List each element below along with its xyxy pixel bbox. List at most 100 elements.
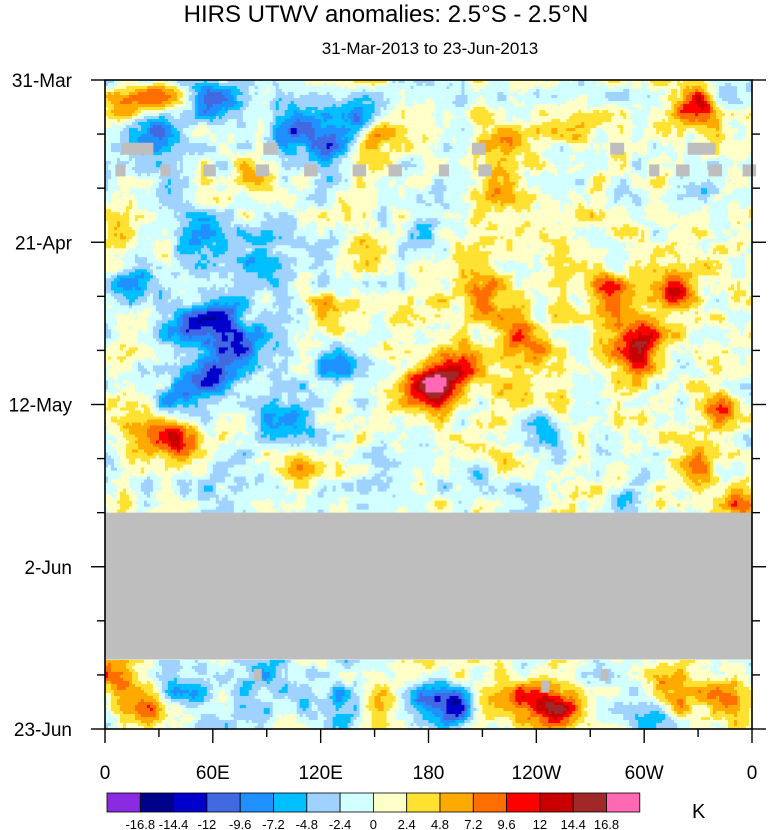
field-cell — [497, 314, 501, 318]
field-cell — [443, 131, 475, 135]
field-cell — [521, 128, 525, 132]
field-cell — [473, 80, 484, 84]
field-cell — [356, 176, 364, 180]
field-cell — [674, 227, 693, 231]
field-cell — [686, 134, 696, 138]
field-cell — [473, 341, 495, 345]
field-cell — [182, 278, 187, 282]
field-cell — [119, 236, 127, 240]
field-cell — [344, 239, 355, 243]
field-cell — [470, 104, 490, 108]
field-cell — [641, 266, 645, 270]
field-cell — [377, 257, 382, 261]
field-cell — [704, 98, 708, 102]
field-cell — [167, 287, 172, 291]
field-cell — [671, 269, 678, 273]
field-cell — [320, 152, 331, 156]
field-cell — [431, 113, 445, 117]
field-cell — [728, 320, 750, 324]
field-cell — [659, 329, 672, 333]
field-cell — [713, 146, 720, 150]
field-cell — [497, 176, 504, 180]
field-cell — [368, 128, 373, 132]
field-cell — [698, 275, 732, 279]
field-cell — [119, 335, 139, 339]
field-cell — [362, 269, 367, 273]
field-cell — [119, 194, 124, 198]
field-cell — [200, 341, 205, 345]
field-cell — [443, 182, 478, 186]
field-cell — [689, 86, 693, 90]
field-cell — [155, 194, 184, 198]
field-cell — [134, 197, 160, 201]
field-cell — [545, 308, 549, 312]
field-cell — [173, 332, 178, 336]
field-cell — [221, 101, 238, 105]
field-cell — [113, 296, 127, 300]
field-cell — [521, 125, 531, 129]
field-cell — [491, 338, 495, 342]
field-cell — [173, 245, 178, 249]
field-cell — [233, 200, 259, 204]
field-cell — [227, 314, 232, 318]
field-cell — [140, 110, 163, 114]
field-cell — [365, 146, 379, 150]
field-cell — [128, 131, 148, 135]
field-cell — [251, 311, 262, 315]
field-cell — [461, 194, 472, 198]
field-cell — [731, 338, 753, 342]
field-cell — [455, 296, 466, 300]
field-cell — [392, 80, 397, 84]
field-cell — [647, 143, 654, 147]
field-cell — [446, 347, 454, 352]
field-cell — [272, 125, 280, 129]
field-cell — [671, 113, 678, 117]
field-cell — [212, 302, 220, 306]
field-cell — [491, 200, 498, 204]
field-cell — [689, 338, 705, 342]
field-cell — [560, 287, 567, 291]
field-cell — [491, 293, 498, 297]
field-cell — [383, 320, 391, 324]
field-cell — [647, 296, 663, 300]
field-cell — [494, 188, 501, 192]
field-cell — [377, 191, 400, 195]
field-cell — [105, 158, 118, 162]
field-cell — [581, 260, 588, 264]
field-cell — [395, 80, 400, 84]
field-cell — [446, 86, 451, 90]
field-cell — [188, 272, 211, 276]
field-cell — [584, 161, 609, 165]
field-cell — [470, 290, 493, 294]
field-cell — [527, 137, 534, 141]
field-cell — [575, 158, 609, 162]
field-cell — [254, 299, 262, 303]
field-cell — [581, 110, 594, 114]
field-cell — [242, 104, 250, 108]
field-cell — [500, 317, 504, 321]
field-cell — [509, 143, 513, 147]
field-cell — [458, 341, 469, 345]
field-cell — [173, 233, 184, 237]
field-cell — [608, 137, 630, 141]
field-cell — [326, 302, 334, 306]
field-cell — [305, 311, 316, 315]
field-cell — [497, 281, 504, 285]
field-cell — [146, 329, 154, 333]
field-cell — [416, 227, 430, 231]
field-cell — [539, 95, 552, 99]
field-cell — [332, 203, 343, 207]
field-cell — [497, 263, 528, 267]
field-cell — [623, 128, 633, 132]
field-cell — [263, 293, 271, 297]
field-cell — [362, 101, 373, 105]
field-cell — [683, 107, 702, 111]
field-cell — [105, 281, 112, 285]
field-cell — [392, 161, 397, 165]
field-cell — [105, 290, 115, 294]
field-cell — [260, 134, 271, 138]
field-cell — [248, 224, 262, 228]
field-cell — [335, 266, 355, 270]
field-cell — [662, 278, 666, 282]
field-cell — [242, 176, 265, 180]
